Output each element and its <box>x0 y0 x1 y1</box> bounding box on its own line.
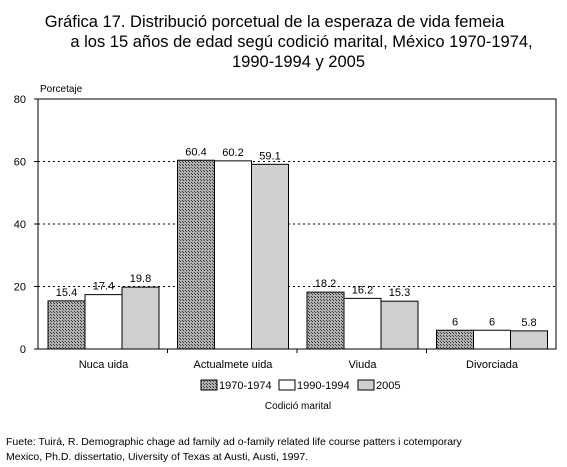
bar <box>84 294 123 350</box>
bar-chart: 0 20 40 60 80 15.4 17.4 19.8 60.4 60.2 59.1 18.2 16… <box>14 84 557 412</box>
y-tick-label: 20 <box>14 282 26 294</box>
bar <box>121 286 160 350</box>
chart-title-line-3: 1990-1994 y 2005 <box>231 53 366 71</box>
source-note: Fuete: Tuirá, R. Demographic chage ad fa… <box>6 435 562 465</box>
chart-title: Gráfica 17. Distribució porcetual de la … <box>0 12 567 72</box>
y-tick-label: 80 <box>14 94 26 106</box>
bar <box>436 329 474 350</box>
gridlines <box>38 161 556 287</box>
bar <box>251 163 289 350</box>
chart-title-line-1: Gráfica 17. Distribució porcetual de la … <box>44 13 505 31</box>
bar-value-label: 60.2 <box>222 147 243 159</box>
source-line-2: Mexico, Ph.D. dissertatio, Uiversity of … <box>6 451 309 463</box>
legend-label: 1990-1994 <box>297 380 350 392</box>
chart-title-line-2: a los 15 años de edad segú codició marit… <box>70 33 533 51</box>
bar-value-label: 6 <box>489 316 495 328</box>
category-label: Viuda <box>349 359 378 371</box>
data-labels: 15.4 17.4 19.8 60.4 60.2 59.1 18.2 16.2 15.3 6 6 5.… <box>56 146 537 329</box>
legend-label: 2005 <box>376 380 400 392</box>
x-axis-label: Codició marital <box>265 401 331 412</box>
bar <box>214 160 252 350</box>
bar <box>473 329 511 350</box>
legend-swatch <box>357 379 375 391</box>
bar-value-label: 15.3 <box>389 287 410 299</box>
y-tick-label: 0 <box>20 344 26 356</box>
bar-value-label: 6 <box>452 316 458 328</box>
bar-value-label: 60.4 <box>185 146 206 158</box>
source-line-1: Fuete: Tuirá, R. Demographic chage ad fa… <box>6 436 462 448</box>
y-axis-label: Porcetaje <box>40 84 83 95</box>
y-tick-label: 40 <box>14 219 26 231</box>
category-label: Actualmete uida <box>194 359 274 371</box>
bar-value-label: 19.8 <box>130 273 151 285</box>
legend-swatch <box>200 379 218 391</box>
bar-value-label: 5.8 <box>521 317 536 329</box>
bar-value-label: 17.4 <box>93 281 114 293</box>
bar-value-label: 59.1 <box>259 150 280 162</box>
y-tick-label: 60 <box>14 157 26 169</box>
x-axis-categories: Nuca uida Actualmete uida Viuda Divorciada <box>79 349 519 371</box>
bar-value-label: 15.4 <box>56 287 77 299</box>
bar <box>47 300 86 350</box>
legend: 1970-1974 1990-1994 2005 <box>200 379 400 392</box>
category-label: Divorciada <box>466 359 519 371</box>
bar <box>510 330 548 350</box>
bar-value-label: 18.2 <box>315 278 336 290</box>
bar <box>380 300 419 350</box>
category-label: Nuca uida <box>79 359 129 371</box>
bar-value-label: 16.2 <box>352 284 373 296</box>
y-axis: 0 20 40 60 80 <box>14 94 38 356</box>
legend-label: 1970-1974 <box>219 380 272 392</box>
bar <box>306 291 345 350</box>
bar <box>343 297 382 350</box>
legend-swatch <box>278 379 296 391</box>
bars <box>47 159 548 350</box>
bar <box>177 159 215 350</box>
